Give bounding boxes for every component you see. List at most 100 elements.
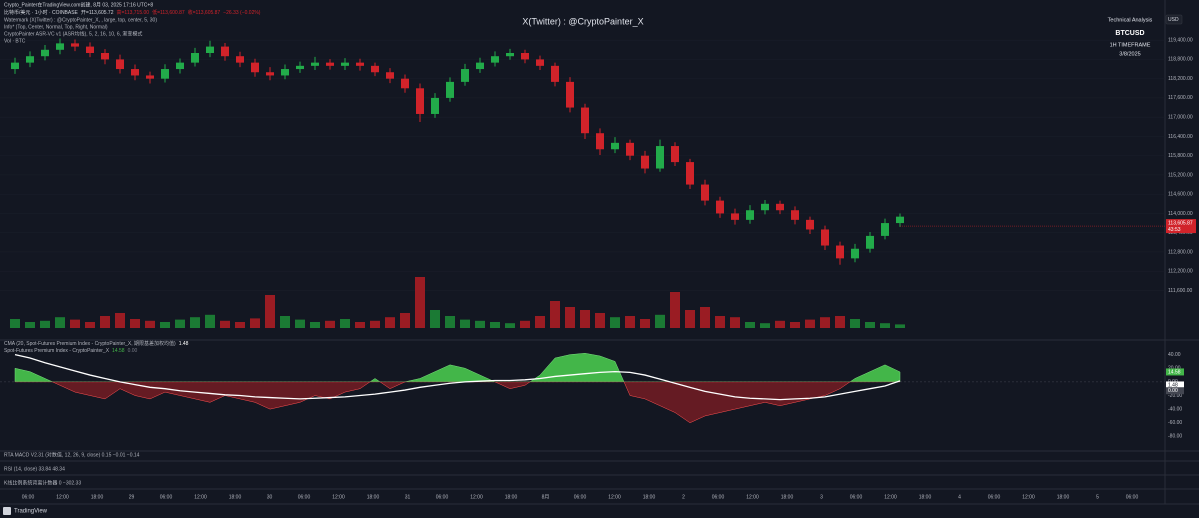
candle-body: [266, 72, 274, 76]
volume-bar: [880, 323, 890, 328]
x-tick-label: 18:00: [229, 494, 242, 500]
y-tick-label: 111,600.00: [1168, 288, 1193, 294]
x-tick-label: 12:00: [1022, 494, 1035, 500]
x-tick-label: 06:00: [436, 494, 449, 500]
candle-body: [56, 43, 64, 50]
y-tick-label: 118,200.00: [1168, 76, 1193, 82]
indicator-name: Spot-Futures Premium Index - CryptoPaint…: [4, 348, 110, 354]
y-tick-label: 116,400.00: [1168, 134, 1193, 140]
candle-body: [161, 69, 169, 79]
info-title: Technical Analysis: [1108, 17, 1153, 23]
pane-legend: K线比例系统背离计数器 0 −302.33: [4, 479, 81, 486]
volume-bar: [835, 316, 845, 328]
x-tick-label: 5: [1096, 494, 1099, 500]
candle-body: [236, 56, 244, 63]
brand-logo: [3, 507, 11, 515]
watermark: X(Twitter) : @CryptoPainter_X: [522, 16, 643, 26]
volume-bar: [40, 320, 50, 328]
countdown: 43:53: [1168, 227, 1181, 233]
volume-bar: [130, 319, 140, 328]
last-price-box: [1166, 219, 1196, 234]
candle-body: [461, 69, 469, 82]
value-label: 14.58: [1168, 369, 1181, 375]
volume-bar: [205, 314, 215, 328]
x-tick-label: 2: [682, 494, 685, 500]
x-tick-label: 06:00: [160, 494, 173, 500]
y-tick-label: -80.00: [1168, 434, 1182, 440]
volume-bar: [235, 322, 245, 328]
volume-bar: [265, 295, 275, 328]
y-tick-label: 118,800.00: [1168, 57, 1193, 63]
credit: Crypto_Painter在TradingView.com创建, 8月 03,…: [4, 1, 153, 8]
x-tick-label: 12:00: [608, 494, 621, 500]
candle-body: [41, 49, 49, 57]
legend-line: CryptoPainter ASR-VC v1 (ASR均线), 5, 2, 1…: [4, 30, 142, 37]
candle-body: [446, 81, 454, 98]
candle-body: [731, 213, 739, 220]
x-tick-label: 12:00: [746, 494, 759, 500]
candle-body: [251, 62, 259, 73]
candle-body: [791, 210, 799, 220]
candle-body: [641, 155, 649, 169]
candle-body: [26, 56, 34, 63]
candle-body: [566, 81, 574, 108]
volume-bar: [280, 316, 290, 328]
x-tick-label: 4: [958, 494, 961, 500]
volume-bar: [370, 320, 380, 328]
volume-bar: [400, 313, 410, 328]
x-tick-label: 29: [129, 494, 135, 500]
volume-bar: [115, 313, 125, 328]
candle-body: [581, 107, 589, 134]
volume-bar: [760, 323, 770, 328]
y-tick-label: 115,800.00: [1168, 153, 1193, 159]
candle-body: [356, 62, 364, 66]
candle-body: [611, 142, 619, 150]
volume-bar: [25, 322, 35, 328]
candle-body: [521, 52, 529, 60]
candle-body: [551, 65, 559, 82]
value-box: [1166, 387, 1184, 395]
volume-bar: [730, 317, 740, 328]
y-tick-label: 117,600.00: [1168, 95, 1193, 101]
volume-bar: [805, 319, 815, 328]
x-tick-label: 06:00: [22, 494, 35, 500]
volume-bar: [475, 320, 485, 328]
candle-body: [716, 200, 724, 214]
currency-box[interactable]: [1165, 14, 1183, 25]
info-timeframe: 1H TIMEFRAME: [1110, 42, 1151, 48]
volume-bar: [520, 320, 530, 328]
volume-bar: [55, 317, 65, 328]
x-tick-label: 06:00: [298, 494, 311, 500]
candle-body: [221, 46, 229, 57]
candle-body: [191, 52, 199, 63]
quote: 高=113,715.00: [116, 9, 149, 16]
x-tick-label: 18:00: [367, 494, 380, 500]
volume-bar: [640, 319, 650, 328]
volume-bar: [790, 322, 800, 328]
volume-bar: [430, 310, 440, 328]
volume-bar: [490, 322, 500, 328]
volume-bar: [190, 317, 200, 328]
volume-bar: [385, 317, 395, 328]
premium-area-positive: [14, 353, 901, 382]
candle-body: [506, 52, 514, 57]
candle-body: [71, 43, 79, 47]
x-tick-label: 18:00: [91, 494, 104, 500]
indicator-legend: CMA (20, Spot-Futures Premium Index - Cr…: [4, 340, 189, 347]
candle-body: [386, 72, 394, 79]
x-tick-label: 8月: [542, 494, 550, 500]
y-tick-label: 115,200.00: [1168, 172, 1193, 178]
candle-body: [881, 223, 889, 236]
volume-bar: [145, 320, 155, 328]
candle-body: [296, 65, 304, 70]
volume-bar: [310, 322, 320, 328]
currency[interactable]: USD: [1168, 17, 1179, 23]
x-tick-label: 31: [405, 494, 411, 500]
x-tick-label: 18:00: [505, 494, 518, 500]
quote: −26.33 (−0.02%): [223, 10, 261, 16]
volume-bar: [175, 319, 185, 328]
y-tick-label: -20.00: [1168, 393, 1182, 399]
volume-bar: [625, 316, 635, 328]
indicator-name: CMA (20, Spot-Futures Premium Index - Cr…: [4, 340, 176, 347]
